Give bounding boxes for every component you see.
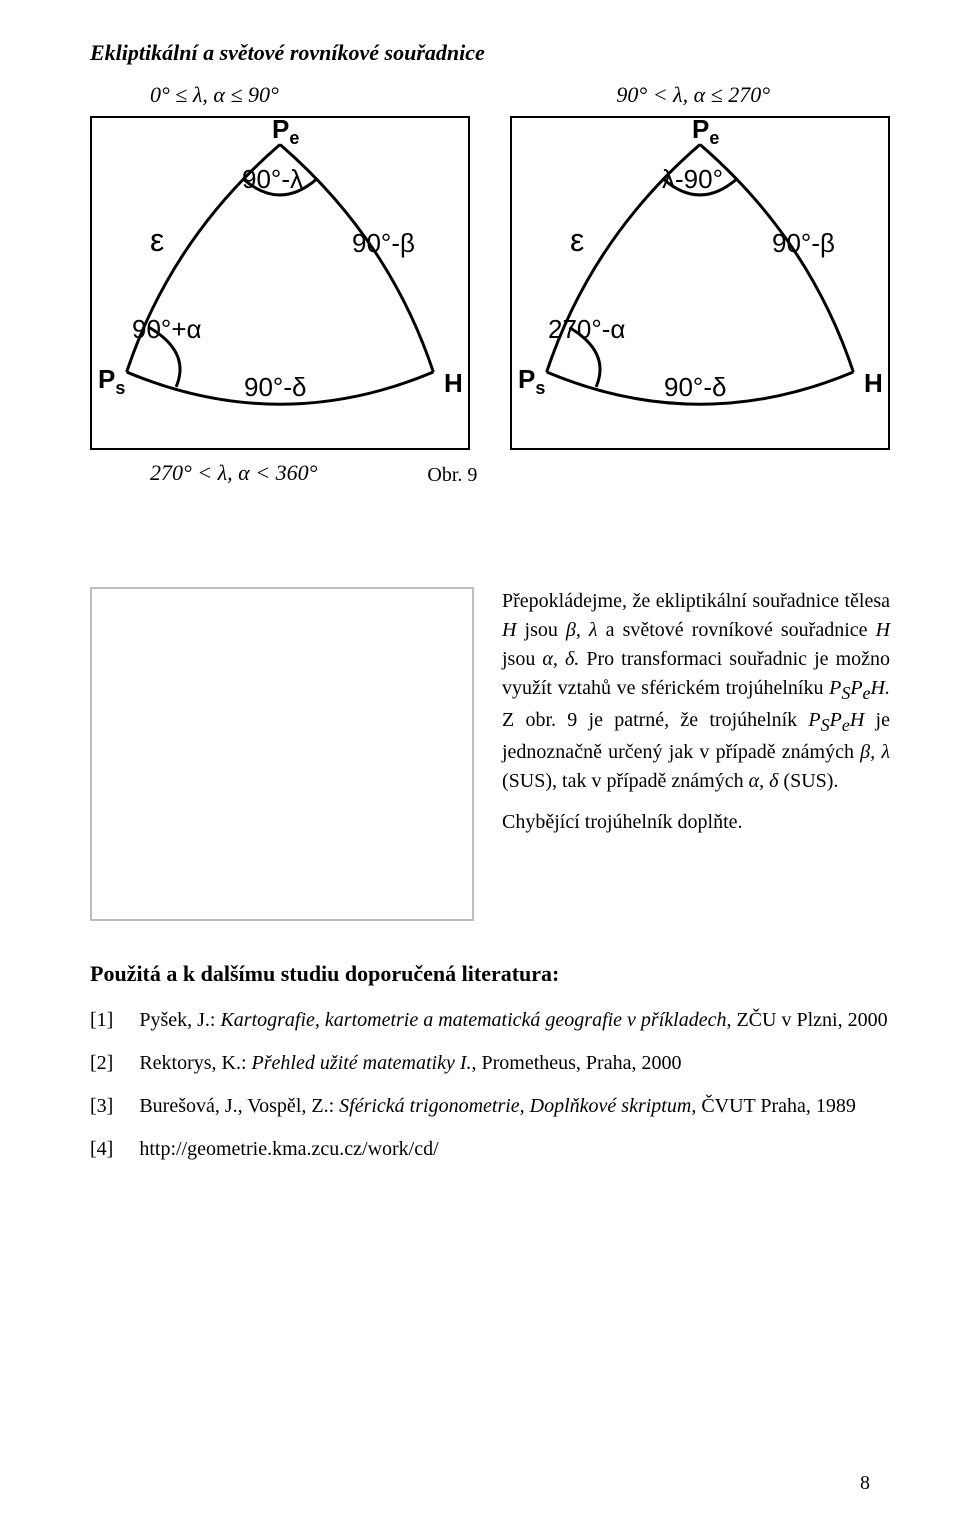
bt-e: a světové rovníkové souřadnice <box>598 619 876 641</box>
ref-text: Burešová, J., Vospěl, Z.: Sférická trigo… <box>139 1091 890 1122</box>
triangle-row: Pe Ps H ε 90°-β 90°-δ 90°-λ 90°+α Pe <box>90 116 890 450</box>
bt-l: P <box>850 677 862 699</box>
triangle-b-side-bottom-lbl: 90°-δ <box>664 372 726 403</box>
bt-k: S <box>841 683 850 703</box>
ref-b: , ZČU v Plzni, 2000 <box>726 1009 887 1031</box>
reference-item: [3] Burešová, J., Vospěl, Z.: Sférická t… <box>90 1091 890 1122</box>
bt-t: H <box>850 709 864 731</box>
bt-o: Z obr. 9 je patrné, že trojúhelník <box>502 709 808 731</box>
triangle-a-vertex-left: Ps <box>98 364 125 399</box>
reference-item: [1] Pyšek, J.: Kartografie, kartometrie … <box>90 1005 890 1036</box>
bt-q: S <box>821 715 830 735</box>
vert-top-letter: P <box>272 114 289 144</box>
ref-it: Kartografie, kartometrie a matematická g… <box>220 1009 726 1031</box>
vert-top-sub-b: e <box>709 128 719 148</box>
ref-num: [4] <box>90 1134 113 1165</box>
ref-it: Sférická trigonometrie, Doplňkové skript… <box>339 1095 691 1117</box>
bt-v: β, λ <box>860 741 890 763</box>
vert-top-sub: e <box>289 128 299 148</box>
bt-a: Přepokládejme, že ekliptikální souřadnic… <box>502 590 890 612</box>
triangle-a-angle-left-lbl: 90°+α <box>132 314 202 345</box>
bt-s: e <box>842 715 850 735</box>
body-block: Přepokládejme, že ekliptikální souřadnic… <box>90 587 890 921</box>
triangle-a: Pe Ps H ε 90°-β 90°-δ 90°-λ 90°+α <box>90 116 470 450</box>
body-paragraph-2: Chybějící trojúhelník doplňte. <box>502 808 890 837</box>
triangle-a-side-right-lbl: 90°-β <box>352 228 415 259</box>
triangle-b: Pe Ps H ε 90°-β 90°-δ λ-90° 270°-α <box>510 116 890 450</box>
vert-left-sub: s <box>115 378 125 398</box>
range-3: 270° < λ, α < 360° <box>150 460 317 486</box>
ref-b: , ČVUT Praha, 1989 <box>691 1095 856 1117</box>
range-2: 90° < λ, α ≤ 270° <box>616 82 770 108</box>
bt-j: P <box>829 677 841 699</box>
page: Ekliptikální a světové rovníkové souřadn… <box>0 0 960 1525</box>
triangle-a-vertex-right: H <box>444 368 463 399</box>
ref-text: http://geometrie.kma.zcu.cz/work/cd/ <box>139 1134 890 1165</box>
triangle-b-vertex-top: Pe <box>692 114 719 149</box>
ref-a: Rektorys, K.: <box>139 1052 251 1074</box>
bt-b: H <box>502 619 516 641</box>
page-number: 8 <box>860 1472 870 1495</box>
page-title: Ekliptikální a světové rovníkové souřadn… <box>90 40 890 66</box>
reference-item: [2] Rektorys, K.: Přehled užité matemati… <box>90 1048 890 1079</box>
triangle-b-vertex-right: H <box>864 368 883 399</box>
triangle-a-side-bottom-lbl: 90°-δ <box>244 372 306 403</box>
vert-left-letter: P <box>98 364 115 394</box>
ref-num: [2] <box>90 1048 113 1079</box>
figure-number: Obr. 9 <box>427 460 477 487</box>
missing-triangle-placeholder <box>90 587 474 921</box>
body-text: Přepokládejme, že ekliptikální souřadnic… <box>502 587 890 849</box>
triangle-b-angle-top-lbl: λ-90° <box>662 164 723 195</box>
ref-a: Burešová, J., Vospěl, Z.: <box>139 1095 339 1117</box>
bt-w: (SUS), tak v případě známých <box>502 770 749 792</box>
bt-x: α, δ <box>749 770 779 792</box>
triangle-b-vertex-left: Ps <box>518 364 545 399</box>
triangle-a-side-eps: ε <box>150 222 164 259</box>
triangle-b-side-right-lbl: 90°-β <box>772 228 835 259</box>
ref-text: Pyšek, J.: Kartografie, kartometrie a ma… <box>139 1005 890 1036</box>
bt-m: e <box>863 683 871 703</box>
ref-num: [1] <box>90 1005 113 1036</box>
range-row: 0° ≤ λ, α ≤ 90° 90° < λ, α ≤ 270° <box>90 82 890 116</box>
triangle-b-side-eps: ε <box>570 222 584 259</box>
figure-caption-row: 270° < λ, α < 360° Obr. 9 <box>150 460 890 487</box>
bt-c: jsou <box>516 619 565 641</box>
bt-g: jsou <box>502 648 542 670</box>
ref-text: Rektorys, K.: Přehled užité matematiky I… <box>139 1048 890 1079</box>
bt-h: α, δ. <box>542 648 579 670</box>
vert-top-letter-b: P <box>692 114 709 144</box>
range-1: 0° ≤ λ, α ≤ 90° <box>150 82 279 108</box>
triangle-a-angle-top-lbl: 90°-λ <box>242 164 303 195</box>
triangle-a-vertex-top: Pe <box>272 114 299 149</box>
reference-item: [4] http://geometrie.kma.zcu.cz/work/cd/ <box>90 1134 890 1165</box>
reference-list: [1] Pyšek, J.: Kartografie, kartometrie … <box>90 1005 890 1165</box>
ref-a: Pyšek, J.: <box>139 1009 220 1031</box>
ref-it: Přehled užité matematiky I. <box>252 1052 472 1074</box>
bt-d: β, λ <box>566 619 598 641</box>
bt-f: H <box>876 619 890 641</box>
triangle-b-angle-left-lbl: 270°-α <box>548 314 625 345</box>
ref-b: , Prometheus, Praha, 2000 <box>471 1052 681 1074</box>
bt-p: P <box>808 709 820 731</box>
vert-left-letter-b: P <box>518 364 535 394</box>
vert-left-sub-b: s <box>535 378 545 398</box>
body-paragraph-1: Přepokládejme, že ekliptikální souřadnic… <box>502 587 890 796</box>
bt-r: P <box>830 709 842 731</box>
ref-a: http://geometrie.kma.zcu.cz/work/cd/ <box>139 1138 438 1160</box>
ref-num: [3] <box>90 1091 113 1122</box>
bt-y: (SUS). <box>778 770 838 792</box>
bt-n: H. <box>871 677 890 699</box>
literature-title: Použitá a k dalšímu studiu doporučená li… <box>90 961 890 987</box>
